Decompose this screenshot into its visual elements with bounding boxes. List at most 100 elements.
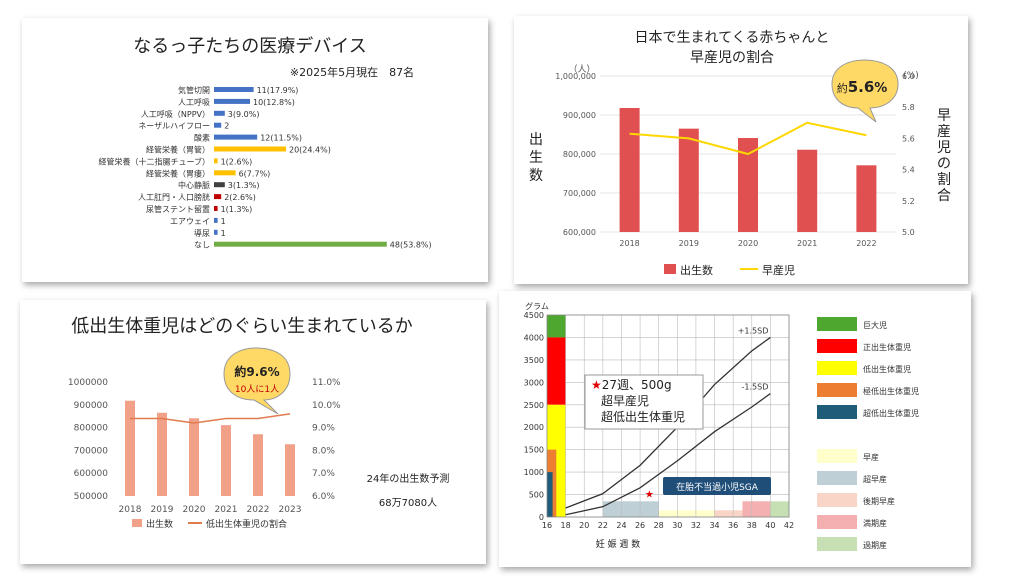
y-tick: 800000	[74, 424, 109, 434]
y-ticks: 4500 4000 3500 3000 2500 2000 1500 1000 500 0	[524, 311, 544, 522]
x-tick: 24	[616, 521, 626, 530]
birth-preterm-panel: 日本で生まれてくる赤ちゃんと 早産児の割合 （人） (%) 出生数 早産児の割合…	[514, 16, 968, 284]
note-line1: 24年の出生数予測	[367, 472, 450, 485]
term-bands	[602, 501, 789, 517]
x-tick: 30	[672, 521, 682, 530]
bar	[214, 146, 286, 152]
y-unit: グラム	[525, 301, 549, 311]
legend-label: 後期早産	[863, 496, 895, 506]
case-star: ★	[645, 490, 654, 501]
category-label: ネーザルハイフロー	[138, 122, 210, 131]
band-extremely-preterm	[602, 501, 659, 517]
legend-swatch	[817, 317, 857, 331]
y2-tick: 6.0%	[312, 492, 335, 502]
x-ticks: 2018 2019 2020 2021 2022	[619, 239, 876, 248]
bar	[678, 128, 699, 232]
y-tick: 500	[529, 491, 544, 500]
y-tick: 3500	[524, 356, 544, 365]
bar	[856, 165, 877, 232]
data-label: 48(53.8%)	[390, 241, 432, 250]
y2-tick: 5.2	[902, 197, 915, 206]
y-tick: 700000	[74, 446, 109, 456]
legend-swatch	[817, 515, 857, 529]
y-tick: 900000	[74, 401, 109, 411]
legend-swatch-births	[664, 264, 676, 274]
x-tick: 18	[561, 521, 571, 530]
callout-unit: %	[874, 81, 887, 96]
bar	[285, 444, 295, 496]
data-label: 1	[221, 229, 226, 238]
y-tick: 4000	[524, 333, 544, 342]
lbw-chart: 低出生体重児はどのぐらい生まれているか 1000000 900000 800000 7…	[68, 316, 450, 530]
bar	[214, 122, 222, 128]
legend-swatch-births	[132, 519, 142, 527]
y-tick: 1500	[524, 446, 544, 455]
bar	[214, 194, 222, 200]
sga-label: 在胎不当過小児SGA	[663, 477, 771, 495]
svg-text:約5.6%: 約5.6%	[837, 78, 888, 96]
sga-text: 在胎不当過小児SGA	[676, 481, 759, 493]
y-tick: 3000	[524, 378, 544, 387]
category-label: 人工肛門・人口膀胱	[138, 192, 210, 202]
y-tick: 0	[539, 513, 544, 522]
x-tick: 36	[728, 521, 738, 530]
y-tick: 1000000	[68, 378, 108, 388]
legend-label: 早産	[863, 452, 879, 462]
x-axis-title: 妊 娠 週 数	[596, 538, 641, 550]
annotation-box: ★27週、500g 超早産児 超低出生体重児	[584, 374, 704, 430]
x-tick: 2021	[215, 505, 238, 515]
band-postterm	[770, 501, 789, 517]
y2-ticks: 11.0% 10.0% 9.0% 8.0% 7.0% 6.0%	[312, 378, 341, 502]
sd-curve-label: +1.5SD	[738, 326, 769, 335]
case-point: ★	[645, 490, 654, 501]
weight-band-extremely-low	[547, 472, 553, 517]
y-tick: 800,000	[563, 150, 596, 159]
callout: 約5.6%	[831, 59, 899, 123]
y2-tick: 5.0	[902, 228, 915, 237]
legend-swatch	[817, 449, 857, 463]
y-tick: 900,000	[563, 111, 596, 120]
bar	[221, 425, 231, 496]
category-label: 酸素	[194, 133, 210, 143]
category-label: 人工呼吸	[178, 97, 210, 107]
bar	[619, 107, 640, 232]
legend-label-preterm: 早産児	[762, 264, 795, 277]
x-tick: 16	[542, 521, 552, 530]
y-tick: 1,000,000	[555, 72, 596, 81]
y2-tick: 5.6	[902, 134, 915, 143]
band-late-preterm	[714, 510, 743, 517]
annotation-line1: ★27週、500g	[591, 378, 672, 392]
y2-tick: 7.0%	[312, 469, 335, 479]
x-ticks: 16 18 20 22 24 26 28 30 32 34 36 38 40 42	[542, 521, 794, 530]
chart-title-line2: 早産児の割合	[690, 49, 774, 66]
medical-devices-panel: なるっ子たちの医療デバイス ※2025年5月現在 87名 気管切開 人工呼吸 人工呼…	[22, 18, 488, 282]
x-tick: 2019	[679, 239, 699, 248]
series-line	[629, 121, 867, 156]
legend-label-births: 出生数	[146, 518, 173, 530]
data-labels: 11(17.9%) 10(12.8%) 3(9.0%) 2 12(11.5%) 20(24…	[221, 86, 432, 250]
medical-devices-chart: なるっ子たちの医療デバイス ※2025年5月現在 87名 気管切開人工呼吸人工呼…	[98, 36, 432, 250]
y2-tick: 11.0%	[312, 378, 341, 388]
data-label: 1	[221, 217, 226, 226]
y2-ticks: 6.0 5.8 5.6 5.4 5.2 5.0	[902, 72, 915, 237]
x-tick: 20	[579, 521, 589, 530]
y2-tick: 10.0%	[312, 401, 341, 411]
x-tick: 2022	[856, 239, 876, 248]
legend-label-lbw: 低出生体重児の割合	[206, 518, 287, 530]
y2-tick: 6.0	[902, 72, 915, 81]
x-tick: 2020	[738, 239, 758, 248]
legend-swatch	[817, 383, 857, 397]
note-line2: 68万7080人	[379, 497, 437, 509]
bar	[797, 149, 818, 232]
growth-panel: グラム 4500 4000 3500 3000 2500 2000 1500 1000 500 0…	[499, 291, 971, 567]
y-tick: 4500	[524, 311, 544, 320]
preterm-line	[629, 121, 867, 156]
callout-prefix: 約	[837, 81, 848, 95]
y-tick: 600,000	[563, 228, 596, 237]
weight-band-large	[547, 315, 566, 338]
legend-label: 低出生体重児	[863, 364, 911, 374]
legend-swatch	[817, 361, 857, 375]
data-label: 10(12.8%)	[253, 98, 295, 107]
y-tick: 2500	[524, 401, 544, 410]
